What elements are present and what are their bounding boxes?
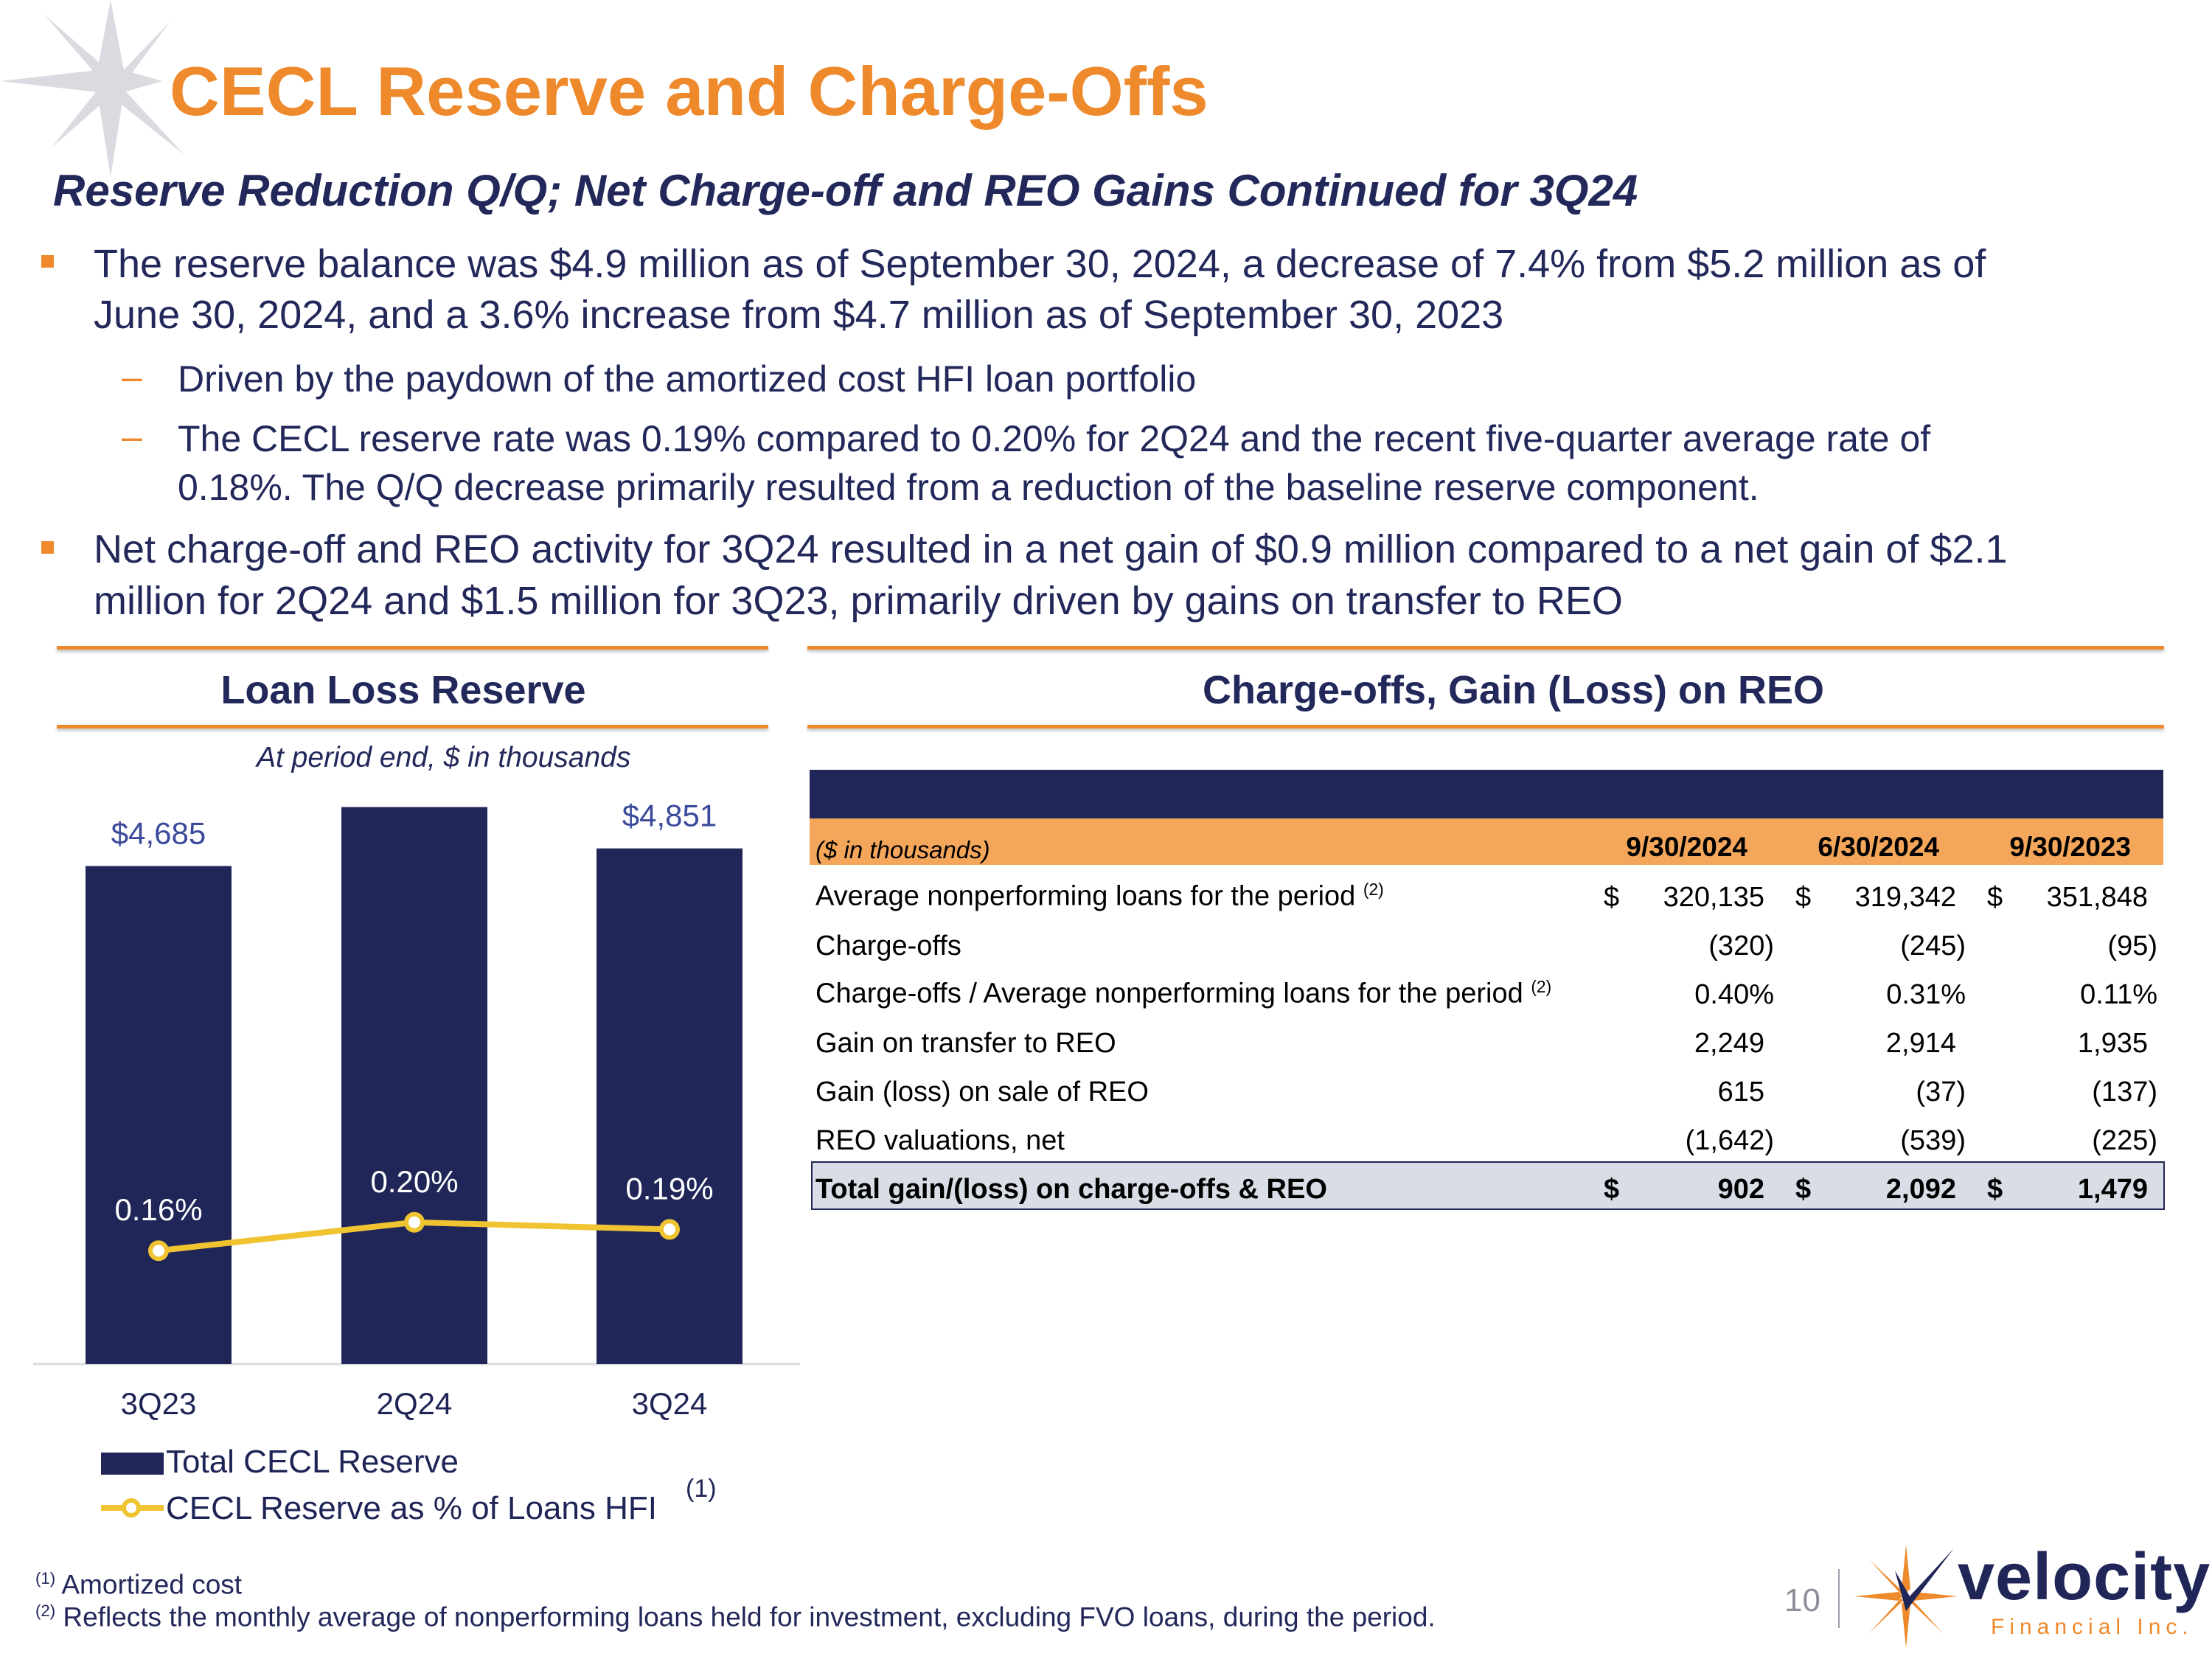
dollar-sign: $ — [1795, 882, 1812, 913]
table-cell: 2,914 — [1885, 1028, 1956, 1059]
page-subtitle: Reserve Reduction Q/Q; Net Charge-off an… — [53, 166, 1638, 215]
table-header-band — [810, 770, 2163, 818]
table-total-row — [811, 1161, 2165, 1210]
table-cell: (95) — [2107, 931, 2157, 961]
reserve-rate-point-3Q23 — [148, 1240, 169, 1262]
reserve-rate-point-3Q24 — [659, 1219, 680, 1240]
footnote-mark: (1) — [35, 1569, 56, 1587]
footnote-2: (2) Reflects the monthly average of nonp… — [35, 1601, 1436, 1632]
dollar-sign: $ — [1987, 1174, 2003, 1205]
total-cell: 902 — [1717, 1174, 1764, 1205]
bullet-1-line-1: The reserve balance was $4.9 million as … — [94, 242, 1986, 286]
bar-3Q23 — [86, 866, 232, 1364]
table-cell: (225) — [2092, 1125, 2157, 1156]
footnote-text: Reflects the monthly average of nonperfo… — [63, 1601, 1436, 1632]
column-header: 6/30/2024 — [1818, 832, 1939, 862]
table-cell: (539) — [1900, 1125, 1966, 1156]
footnote-mark: (2) — [35, 1601, 56, 1620]
star-watermark-icon — [0, 0, 184, 177]
table-cell: 0.11% — [2080, 979, 2157, 1010]
sub-bullet-2-line-2: 0.18%. The Q/Q decrease primarily result… — [178, 467, 1759, 508]
table-cell: 319,342 — [1854, 882, 1956, 913]
page-title: CECL Reserve and Charge-Offs — [170, 52, 1208, 130]
table-cell: 0.31% — [1886, 979, 1966, 1010]
table-cell: 2,249 — [1694, 1028, 1764, 1059]
footnote-1: (1) Amortized cost — [35, 1569, 242, 1600]
panel-divider — [807, 725, 2164, 728]
sub-bullet-dash: – — [122, 416, 142, 457]
footnote-text: Amortized cost — [61, 1569, 243, 1600]
line-value-label: 0.16% — [114, 1192, 202, 1227]
table-cell: 0.40% — [1694, 979, 1774, 1010]
table-cell: 320,135 — [1663, 882, 1764, 913]
dollar-sign: $ — [1604, 882, 1620, 913]
table-units-label: ($ in thousands) — [815, 836, 990, 863]
panel-divider — [807, 646, 2164, 650]
dollar-sign: $ — [1987, 882, 2003, 913]
loan-loss-reserve-chart: $4,6853Q23$5,2402Q24$4,8513Q240.16%0.20%… — [33, 799, 800, 1526]
row-note: (2) — [1363, 880, 1384, 899]
row-label: Gain (loss) on sale of REO — [815, 1077, 1149, 1107]
bar-3Q24 — [597, 848, 742, 1364]
total-cell: 1,479 — [2077, 1174, 2148, 1205]
sub-bullet-1: Driven by the paydown of the amortized c… — [178, 358, 1197, 400]
bullet-1-line-2: June 30, 2024, and a 3.6% increase from … — [94, 293, 1504, 337]
row-label-text: Charge-offs / Average nonperforming loan… — [815, 978, 1523, 1009]
legend-line-marker — [122, 1498, 141, 1517]
x-tick-label: 2Q24 — [377, 1386, 453, 1421]
sub-bullet-2-line-1: The CECL reserve rate was 0.19% compared… — [178, 418, 1931, 459]
total-cell: 2,092 — [1885, 1174, 1956, 1205]
bullet-marker — [41, 255, 54, 268]
logo-wordmark: velocity — [1958, 1540, 2211, 1614]
bar-value-label: $4,851 — [622, 799, 717, 833]
left-panel-title: Loan Loss Reserve — [220, 668, 586, 712]
table-cell: (245) — [1900, 931, 1966, 961]
table-cell: 1,935 — [2077, 1028, 2148, 1059]
page-number: 10 — [1784, 1582, 1820, 1618]
row-label: Gain on transfer to REO — [815, 1028, 1116, 1059]
logo-tagline: Financial Inc. — [1991, 1615, 2194, 1639]
velocity-star-logo-icon — [1854, 1545, 1958, 1648]
x-tick-label: 3Q23 — [121, 1386, 197, 1421]
panel-divider — [57, 646, 768, 650]
x-tick-label: 3Q24 — [632, 1386, 708, 1421]
row-label-text: Average nonperforming loans for the peri… — [815, 880, 1356, 912]
bar-value-label: $4,685 — [111, 816, 206, 851]
bar-2Q24 — [341, 807, 487, 1364]
chart-caption: At period end, $ in thousands — [257, 742, 631, 773]
dollar-sign: $ — [1795, 1174, 1812, 1205]
legend-bar-swatch — [101, 1453, 164, 1475]
row-note: (2) — [1531, 977, 1552, 996]
bullet-2-line-2: million for 2Q24 and $1.5 million for 3Q… — [94, 579, 1623, 623]
row-label: Charge-offs / Average nonperforming loan… — [815, 977, 1551, 1010]
table-header-row — [810, 818, 2163, 865]
row-label: REO valuations, net — [815, 1125, 1065, 1156]
panel-divider — [57, 725, 768, 728]
row-label: Average nonperforming loans for the peri… — [815, 880, 1384, 913]
column-header: 9/30/2023 — [2009, 832, 2131, 862]
sub-bullet-dash: – — [122, 356, 142, 397]
right-panel-title: Charge-offs, Gain (Loss) on REO — [1202, 668, 1825, 712]
line-value-label: 0.19% — [625, 1171, 713, 1206]
bullet-marker — [41, 541, 54, 554]
column-header: 9/30/2024 — [1626, 832, 1747, 862]
reserve-rate-point-2Q24 — [404, 1211, 425, 1233]
table-cell: 615 — [1717, 1077, 1764, 1107]
table-cell: (37) — [1916, 1077, 1966, 1107]
total-label: Total gain/(loss) on charge-offs & REO — [815, 1174, 1327, 1205]
dollar-sign: $ — [1604, 1174, 1620, 1205]
line-value-label: 0.20% — [370, 1164, 458, 1199]
row-label: Charge-offs — [815, 931, 961, 961]
legend-bar-label: Total CECL Reserve — [166, 1444, 459, 1480]
table-cell: (320) — [1708, 931, 1774, 961]
table-cell: (1,642) — [1685, 1125, 1774, 1156]
bullet-2-line-1: Net charge-off and REO activity for 3Q24… — [94, 527, 2008, 571]
legend-line-note: (1) — [686, 1475, 717, 1503]
legend-line-label: CECL Reserve as % of Loans HFI — [166, 1490, 657, 1526]
table-cell: (137) — [2092, 1077, 2157, 1107]
page-number-divider — [1838, 1569, 1840, 1628]
table-cell: 351,848 — [2046, 882, 2148, 913]
